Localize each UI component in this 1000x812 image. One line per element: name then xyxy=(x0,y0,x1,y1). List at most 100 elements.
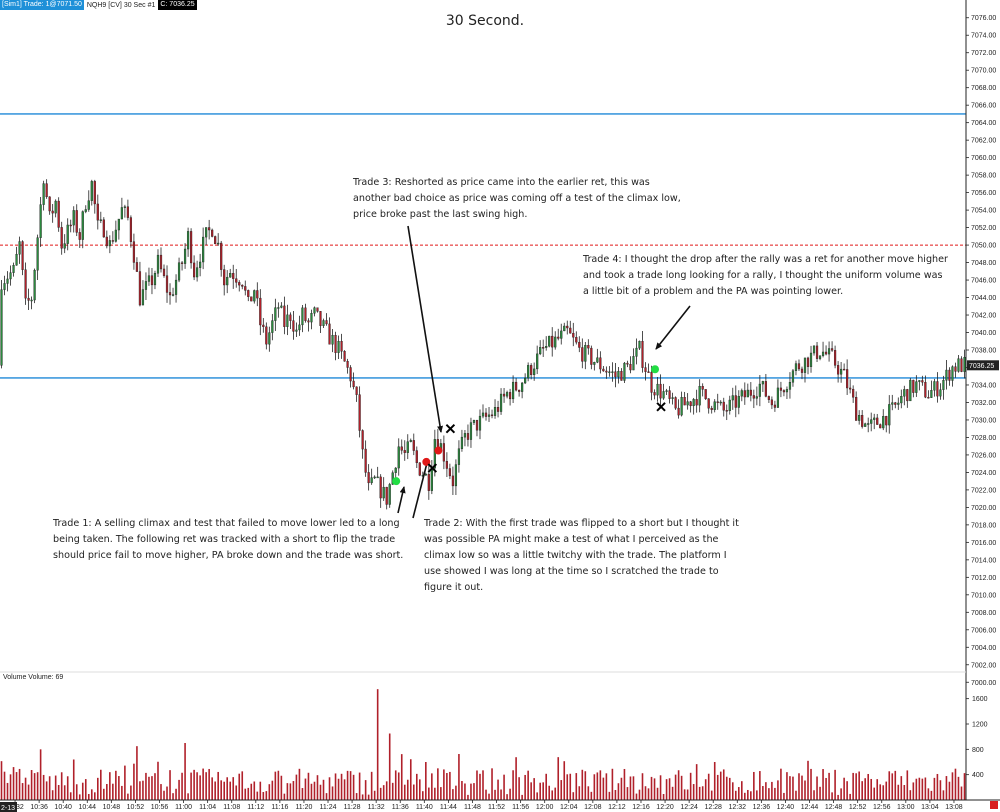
volume-bar xyxy=(202,768,204,800)
volume-bar xyxy=(223,781,225,800)
volume-bar xyxy=(12,767,15,800)
candle-body xyxy=(605,370,608,373)
volume-bar xyxy=(69,792,72,800)
candle-body xyxy=(791,370,795,383)
volume-bar xyxy=(307,772,310,800)
volume-bar xyxy=(560,780,563,800)
price-tick-label: 7054.00 xyxy=(971,208,996,215)
volume-bar xyxy=(403,784,406,800)
candle-body xyxy=(90,181,93,201)
candle-body xyxy=(12,265,15,273)
candle-body xyxy=(211,229,214,237)
volume-bar xyxy=(575,773,578,800)
candle-body xyxy=(936,381,939,397)
candle-body xyxy=(328,323,331,345)
volume-bar xyxy=(741,781,743,800)
candle-body xyxy=(767,396,770,400)
volume-bar xyxy=(783,792,785,800)
candle-body xyxy=(457,448,461,465)
candle-body xyxy=(256,290,259,299)
volume-bar xyxy=(497,779,499,800)
volume-bar xyxy=(885,781,888,800)
volume-bar xyxy=(6,782,9,800)
candle-body xyxy=(397,446,400,469)
volume-bar xyxy=(400,754,403,800)
volume-bar xyxy=(780,768,782,800)
volume-bar xyxy=(208,768,210,800)
scroll-button[interactable] xyxy=(990,801,998,809)
volume-bar xyxy=(60,772,63,800)
candle-body xyxy=(554,336,557,348)
volume-bar xyxy=(253,781,256,800)
candle-body xyxy=(782,390,786,393)
volume-bar xyxy=(924,777,927,800)
candle-body xyxy=(560,330,563,339)
instrument-label: NQH9 [CV] 30 Sec #1 xyxy=(86,1,156,9)
price-tick-label: 7064.00 xyxy=(971,120,996,127)
candle-body xyxy=(186,231,190,250)
volume-bar xyxy=(668,778,671,800)
volume-bar xyxy=(121,785,123,800)
candle-body xyxy=(951,366,954,381)
candle-body xyxy=(150,275,154,286)
time-tick-label: 12:28 xyxy=(704,804,722,811)
volume-bar xyxy=(554,787,557,800)
candle-body xyxy=(587,345,590,349)
volume-bar xyxy=(644,786,647,800)
candle-body xyxy=(794,363,798,371)
candle-body xyxy=(235,278,238,283)
candle-body xyxy=(918,380,921,382)
candle-body xyxy=(331,335,334,345)
candle-body xyxy=(623,362,626,381)
volume-bar xyxy=(358,772,361,800)
volume-bar xyxy=(548,785,551,800)
candle-body xyxy=(548,335,551,347)
candle-body xyxy=(111,240,114,242)
candle-body xyxy=(370,477,373,484)
candle-body xyxy=(403,450,406,453)
x-stroke xyxy=(656,402,666,412)
candle-body xyxy=(858,415,861,421)
candle-body xyxy=(129,217,133,242)
volume-bar xyxy=(623,768,626,800)
volume-bar xyxy=(473,783,475,800)
volume-bar xyxy=(178,779,180,800)
candle-body xyxy=(906,389,909,402)
volume-bar xyxy=(719,771,722,800)
candle-body xyxy=(217,242,220,245)
volume-bar xyxy=(750,791,752,800)
price-tick-label: 7034.00 xyxy=(971,382,996,389)
candle-body xyxy=(611,371,614,373)
volume-bar xyxy=(434,787,436,800)
volume-bar xyxy=(951,772,954,800)
candle-body xyxy=(60,227,63,249)
price-levels xyxy=(0,113,966,379)
volume-bar xyxy=(431,773,433,800)
volume-bar xyxy=(662,794,665,800)
candle-body xyxy=(728,399,731,412)
candle-body xyxy=(499,393,503,412)
volume-bar xyxy=(912,782,915,800)
volume-bar xyxy=(792,776,794,800)
account-trade-label[interactable]: [Sim1] Trade: 1@7071.50 xyxy=(0,0,84,10)
volume-bar xyxy=(692,784,695,800)
candle-body xyxy=(286,314,289,327)
candle-body xyxy=(36,237,39,271)
time-tick-label: 10:52 xyxy=(127,804,145,811)
candle-body xyxy=(466,433,470,440)
candle-body xyxy=(54,200,57,214)
time-tick-label: 11:44 xyxy=(440,804,457,811)
annotation-arrow xyxy=(655,305,691,350)
candle-body xyxy=(533,368,536,375)
candle-body xyxy=(701,386,704,390)
price-tick-label: 7006.00 xyxy=(971,627,996,634)
volume-bar xyxy=(852,772,854,800)
volume-bar xyxy=(515,757,517,800)
candle-body xyxy=(469,422,473,440)
candle-body xyxy=(346,361,349,368)
volume-bar xyxy=(241,771,244,800)
volume-bar xyxy=(33,773,36,800)
trade-exit-x-icon xyxy=(427,463,438,473)
volume-bar xyxy=(382,785,385,800)
